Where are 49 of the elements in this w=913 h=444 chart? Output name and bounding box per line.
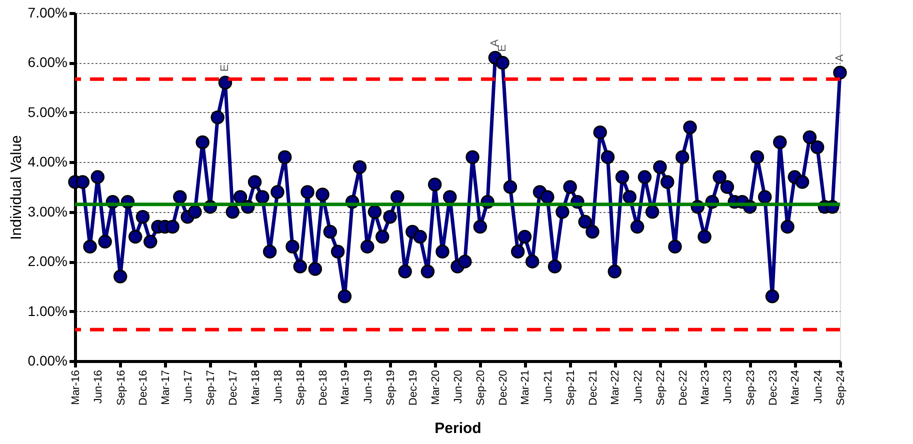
x-tick-label: Sep-23 <box>744 370 757 406</box>
x-tick-label: Sep-20 <box>475 370 488 406</box>
x-tick-label: Dec-22 <box>677 370 690 406</box>
y-tick-label: 4.00% <box>28 154 68 170</box>
x-tick-label: Mar-20 <box>430 370 442 405</box>
x-axis-title: Period <box>434 420 482 437</box>
x-tick-label: Dec-21 <box>587 370 600 406</box>
y-tick-label: 6.00% <box>28 54 68 70</box>
x-tick-label: Dec-20 <box>498 370 510 406</box>
x-tick-label: Jun-21 <box>542 370 554 404</box>
x-tick-label: Mar-21 <box>520 370 532 405</box>
x-tick-label: Jun-20 <box>452 370 464 404</box>
x-tick-label: Sep-21 <box>565 370 578 406</box>
x-tick-label: Mar-22 <box>610 370 622 405</box>
x-tick-label: Mar-24 <box>790 370 802 405</box>
x-tick-label: Jun-18 <box>272 370 284 404</box>
annotation: E <box>219 64 232 72</box>
annotation: A <box>489 38 502 47</box>
y-tick-label: 0.00% <box>28 352 68 368</box>
x-tick-label: Mar-17 <box>160 370 172 405</box>
x-tick-label: Jun-16 <box>92 370 105 404</box>
x-tick-label: Jun-23 <box>722 370 734 404</box>
x-tick-label: Jun-17 <box>182 370 195 404</box>
x-tick-label: Dec-17 <box>228 370 240 406</box>
x-tick-label: Sep-17 <box>205 370 218 406</box>
x-tick-label: Jun-24 <box>812 370 824 404</box>
x-tick-label: Sep-22 <box>654 370 667 406</box>
y-tick-label: 2.00% <box>28 253 68 270</box>
y-tick-label: 3.00% <box>28 203 68 220</box>
x-tick-label: Mar-16 <box>70 370 82 405</box>
y-tick-label: 1.00% <box>28 302 68 319</box>
annotation: E <box>496 44 509 52</box>
x-tick-label: Sep-24 <box>835 370 847 406</box>
y-tick-label: 5.00% <box>28 104 68 120</box>
x-tick-label: Mar-19 <box>340 370 352 405</box>
x-tick-label: Mar-23 <box>700 370 712 405</box>
x-tick-label: Jun-19 <box>362 370 374 404</box>
x-tick-label: Dec-18 <box>318 370 330 406</box>
x-tick-label: Sep-18 <box>295 370 308 406</box>
x-tick-label: Dec-23 <box>767 370 780 406</box>
x-tick-label: Dec-19 <box>407 370 420 406</box>
y-axis-title: Individual Value <box>8 135 25 240</box>
x-tick-label: Mar-18 <box>250 370 262 405</box>
x-tick-label: Sep-19 <box>385 370 398 406</box>
x-tick-label: Dec-16 <box>138 370 150 406</box>
annotation: A <box>834 54 846 62</box>
x-tick-label: Jun-22 <box>632 370 644 404</box>
y-tick-label: 7.00% <box>28 4 68 20</box>
x-tick-label: Sep-16 <box>115 370 128 406</box>
